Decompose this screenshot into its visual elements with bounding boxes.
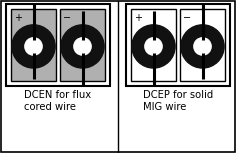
Circle shape	[74, 38, 91, 55]
Circle shape	[145, 38, 162, 55]
Bar	[11, 9, 56, 81]
Circle shape	[181, 25, 224, 68]
Circle shape	[132, 25, 175, 68]
Circle shape	[61, 25, 104, 68]
Circle shape	[194, 38, 211, 55]
Circle shape	[25, 38, 42, 55]
Text: DCEP for solid
MIG wire: DCEP for solid MIG wire	[143, 90, 213, 112]
Bar	[126, 4, 230, 86]
Circle shape	[12, 25, 55, 68]
Text: −: −	[63, 13, 71, 23]
Text: −: −	[183, 13, 191, 23]
Text: +: +	[134, 13, 142, 23]
Bar	[131, 9, 176, 81]
Bar	[6, 4, 110, 86]
Bar	[60, 9, 105, 81]
Bar	[180, 9, 225, 81]
Text: DCEN for flux
cored wire: DCEN for flux cored wire	[25, 90, 92, 112]
Text: +: +	[14, 13, 22, 23]
